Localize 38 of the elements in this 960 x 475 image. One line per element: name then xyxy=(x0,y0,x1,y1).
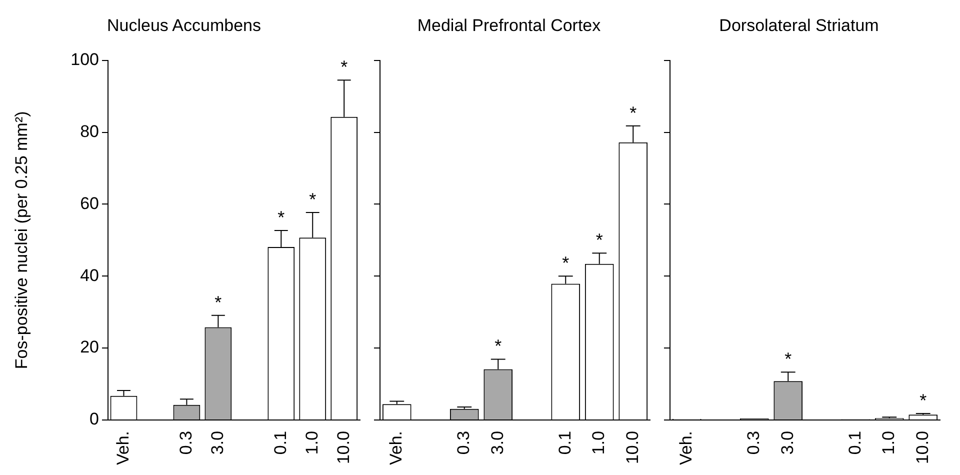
x-tick-label: 0.1 xyxy=(845,430,864,455)
x-tick-label: 0.1 xyxy=(270,430,290,455)
annotation: * xyxy=(784,349,792,370)
x-tick-label: 0.1 xyxy=(555,430,574,455)
chart-title: Dorsolateral Striatum xyxy=(719,16,879,35)
y-tick-label: 100 xyxy=(70,50,99,70)
y-axis-title: Fos-positive nuclei (per 0.25 mm²) xyxy=(12,111,31,370)
x-tick-label: Veh. xyxy=(386,430,406,466)
chart-title: Medial Prefrontal Cortex xyxy=(417,16,602,35)
y-tick-label: 40 xyxy=(80,266,99,285)
annotation: * xyxy=(494,336,502,356)
x-tick-label: 3.0 xyxy=(488,430,507,455)
x-tick-label: 1.0 xyxy=(302,430,322,455)
y-tick-label: 0 xyxy=(90,410,99,429)
x-tick-label: 10.0 xyxy=(622,430,642,464)
x-tick-label: 10.0 xyxy=(912,430,932,464)
x-tick-label: 3.0 xyxy=(208,430,227,455)
y-tick-label: 80 xyxy=(80,122,99,141)
annotation: * xyxy=(214,292,222,312)
x-tick-label: 1.0 xyxy=(589,430,608,455)
x-tick-label: 1.0 xyxy=(879,430,898,455)
annotation: * xyxy=(920,390,927,410)
annotation: * xyxy=(278,207,285,228)
chart-title: Nucleus Accumbens xyxy=(106,16,262,35)
x-tick-label: 3.0 xyxy=(778,430,797,455)
annotation: * xyxy=(562,253,570,274)
x-tick-label: 0.3 xyxy=(744,430,764,455)
y-tick-label: 60 xyxy=(80,194,99,213)
annotation: * xyxy=(630,102,637,123)
annotation: * xyxy=(596,230,603,250)
x-tick-label: Veh. xyxy=(676,430,696,466)
x-tick-label: 0.3 xyxy=(176,430,196,455)
annotation: * xyxy=(309,189,316,210)
y-tick-label: 20 xyxy=(80,338,99,357)
x-tick-label: Veh. xyxy=(113,430,132,466)
x-tick-label: 0.3 xyxy=(454,430,474,455)
annotation: * xyxy=(340,57,348,78)
x-tick-label: 10.0 xyxy=(334,430,353,464)
